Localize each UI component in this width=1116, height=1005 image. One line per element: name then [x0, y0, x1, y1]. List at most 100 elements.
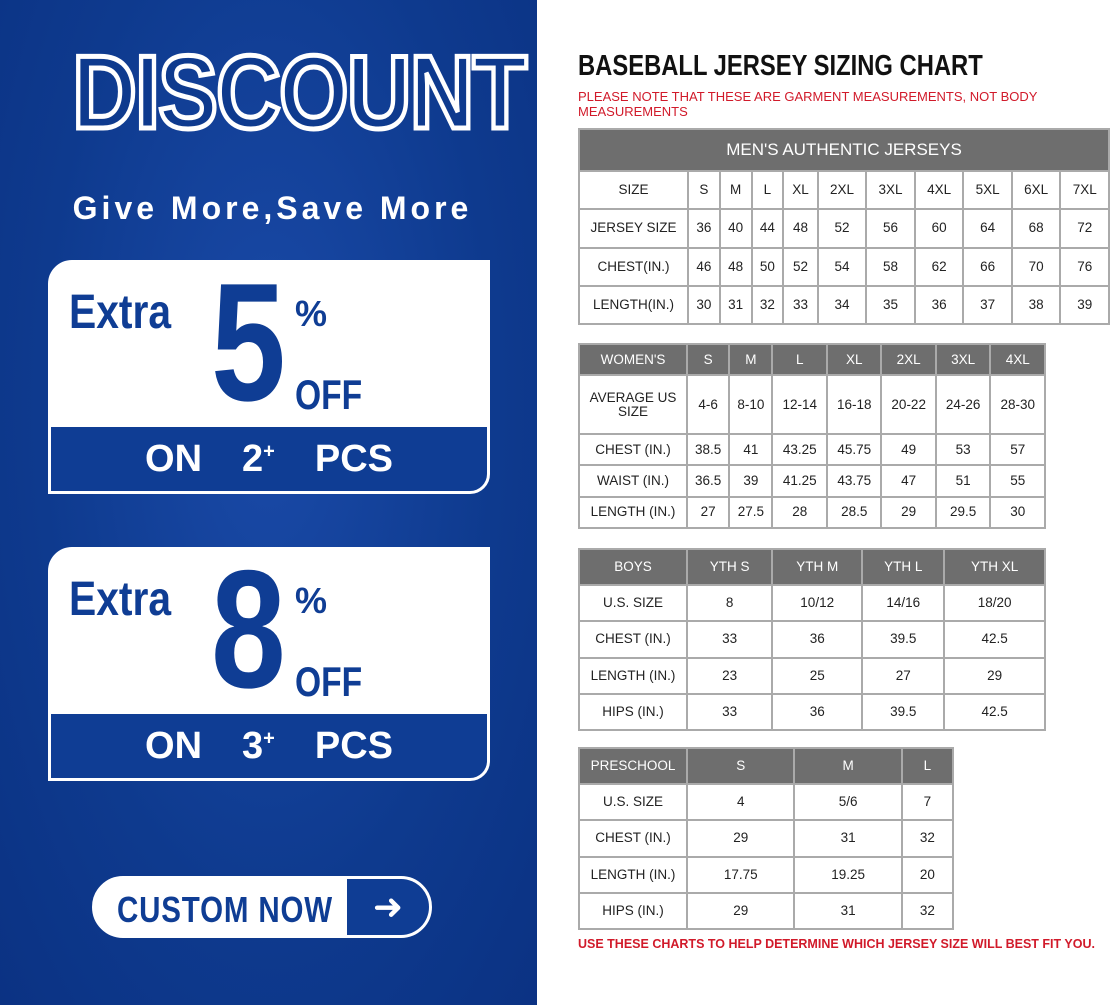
table-cell: 64 — [962, 208, 1013, 249]
row-label: HIPS (IN.) — [578, 891, 688, 931]
column-header: BOYS — [578, 547, 688, 587]
offer-condition: ON 3+ PCS — [51, 714, 487, 778]
row-label: AVERAGE US SIZE — [578, 374, 688, 436]
table-cell: 41 — [728, 433, 774, 467]
preschool-size-table: PRESCHOOL S M L U.S. SIZE 4 5/6 7 CHEST (IN.) 29 3… — [578, 746, 955, 931]
column-header: YTH M — [771, 547, 864, 587]
table-cell: 16-18 — [825, 374, 883, 436]
column-header: YTH S — [685, 547, 774, 587]
promo-banner: DISCOUNT Give More,Save More Extra 5 % O… — [0, 0, 537, 1005]
table-row: CHEST (IN.) 29 31 32 — [578, 819, 955, 858]
qty-number: 2 — [242, 437, 264, 480]
column-header: PRESCHOOL — [578, 746, 688, 786]
table-header-row: PRESCHOOL S M L — [578, 746, 955, 786]
row-label: SIZE — [578, 169, 689, 211]
table-cell: L — [750, 169, 785, 211]
table-cell: 30 — [687, 284, 721, 326]
table-cell: 39.5 — [861, 692, 946, 732]
row-label: LENGTH (IN.) — [578, 656, 688, 695]
table-cell: 76 — [1059, 246, 1110, 287]
table-cell: 52 — [816, 208, 868, 249]
table-row: HIPS (IN.) 29 31 32 — [578, 891, 955, 931]
table-cell: 24-26 — [934, 374, 992, 436]
row-label: CHEST(IN.) — [578, 246, 689, 287]
table-cell: 33 — [782, 284, 819, 326]
table-cell: 60 — [913, 208, 965, 249]
row-label: LENGTH(IN.) — [578, 284, 689, 326]
row-label: JERSEY SIZE — [578, 208, 689, 249]
table-cell: 54 — [816, 246, 868, 287]
table-cell: 32 — [900, 819, 955, 858]
table-row: LENGTH(IN.) 30 31 32 33 34 35 36 37 38 39 — [578, 284, 1110, 326]
offer-value: 8 — [211, 547, 286, 723]
table-cell: 32 — [900, 891, 955, 931]
table-cell: 31 — [793, 891, 903, 931]
table-cell: 46 — [687, 246, 721, 287]
custom-now-button[interactable]: CUSTOM NOW ➜ — [92, 876, 432, 938]
table-cell: 58 — [865, 246, 916, 287]
table-cell: 48 — [782, 208, 819, 249]
table-cell: 19.25 — [793, 855, 903, 894]
table-cell: 51 — [934, 464, 992, 498]
offer-on: ON — [145, 437, 203, 480]
chart-title: BASEBALL JERSEY SIZING CHART — [578, 50, 983, 82]
table-cell: 4-6 — [685, 374, 731, 436]
offer-card-8: Extra 8 % OFF ON 3+ PCS — [48, 547, 490, 781]
boys-size-table: BOYS YTH S YTH M YTH L YTH XL U.S. SIZE 8 10/12… — [578, 547, 1046, 732]
row-label: CHEST (IN.) — [578, 620, 688, 659]
table-row: WAIST (IN.) 36.5 39 41.25 43.75 47 51 55 — [578, 464, 1046, 498]
offer-card-5: Extra 5 % OFF ON 2+ PCS — [48, 260, 490, 494]
row-label: U.S. SIZE — [578, 584, 688, 623]
column-header: M — [728, 342, 774, 377]
table-cell: 38 — [1010, 284, 1062, 326]
table-cell: 33 — [685, 620, 774, 659]
table-cell: S — [687, 169, 721, 211]
table-cell: 32 — [750, 284, 785, 326]
table-cell: 10/12 — [771, 584, 864, 623]
row-label: CHEST (IN.) — [578, 433, 688, 467]
table-row: LENGTH (IN.) 27 27.5 28 28.5 29 29.5 30 — [578, 495, 1046, 530]
table-cell: M — [718, 169, 753, 211]
table-cell: XL — [782, 169, 819, 211]
table-cell: 49 — [880, 433, 937, 467]
offer-on: ON — [145, 724, 203, 767]
table-cell: 7XL — [1059, 169, 1110, 211]
table-cell: 5XL — [962, 169, 1013, 211]
row-label: LENGTH (IN.) — [578, 855, 688, 894]
column-header: L — [900, 746, 955, 786]
column-header: 4XL — [989, 342, 1046, 377]
table-cell: 45.75 — [825, 433, 883, 467]
row-label: U.S. SIZE — [578, 783, 688, 822]
column-header: L — [771, 342, 828, 377]
table-cell: 36.5 — [685, 464, 731, 498]
offer-pcs: PCS — [314, 437, 393, 480]
column-header: S — [685, 342, 731, 377]
measurement-note: PLEASE NOTE THAT THESE ARE GARMENT MEASU… — [578, 89, 1038, 119]
table-cell: 8-10 — [728, 374, 774, 436]
table-cell: 27 — [685, 495, 731, 530]
table-cell: 68 — [1010, 208, 1062, 249]
table-cell: 38.5 — [685, 433, 731, 467]
column-header: XL — [825, 342, 883, 377]
table-caption-row: MEN'S AUTHENTIC JERSEYS — [578, 128, 1110, 172]
table-cell: 27 — [861, 656, 946, 695]
table-cell: 34 — [816, 284, 868, 326]
womens-size-table: WOMEN'S S M L XL 2XL 3XL 4XL AVERAGE US SIZE 4-6 8… — [578, 342, 1046, 530]
table-row: CHEST (IN.) 33 36 39.5 42.5 — [578, 620, 1046, 659]
table-cell: 42.5 — [943, 692, 1046, 732]
row-label: LENGTH (IN.) — [578, 495, 688, 530]
table-cell: 39.5 — [861, 620, 946, 659]
table-header-row: WOMEN'S S M L XL 2XL 3XL 4XL — [578, 342, 1046, 377]
table-cell: 33 — [685, 692, 774, 732]
table-row: SIZE S M L XL 2XL 3XL 4XL 5XL 6XL 7XL — [578, 169, 1110, 211]
table-cell: 36 — [687, 208, 721, 249]
table-cell: 43.25 — [771, 433, 828, 467]
table-cell: 18/20 — [943, 584, 1046, 623]
table-cell: 57 — [989, 433, 1046, 467]
table-cell: 14/16 — [861, 584, 946, 623]
table-cell: 53 — [934, 433, 992, 467]
qty-number: 3 — [242, 724, 264, 767]
offer-percent: % — [295, 580, 328, 621]
column-header: S — [685, 746, 796, 786]
row-label: WAIST (IN.) — [578, 464, 688, 498]
